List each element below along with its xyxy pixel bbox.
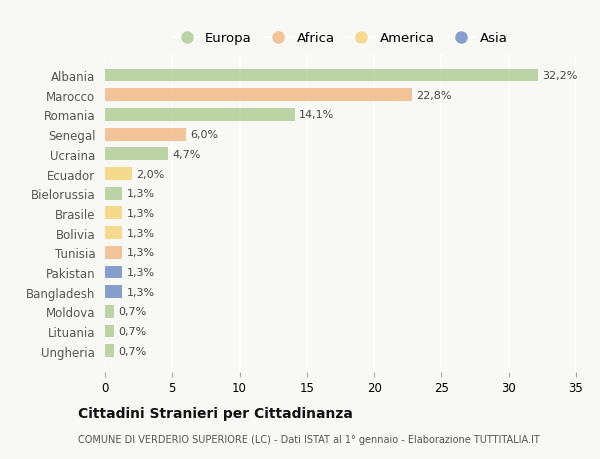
- Text: COMUNE DI VERDERIO SUPERIORE (LC) - Dati ISTAT al 1° gennaio - Elaborazione TUTT: COMUNE DI VERDERIO SUPERIORE (LC) - Dati…: [78, 434, 540, 444]
- Bar: [105, 89, 412, 102]
- Bar: [105, 227, 122, 240]
- Bar: [105, 285, 122, 298]
- Text: 1,3%: 1,3%: [127, 268, 155, 277]
- Bar: [105, 129, 186, 141]
- Text: 1,3%: 1,3%: [127, 228, 155, 238]
- Bar: [105, 305, 115, 318]
- Bar: [105, 266, 122, 279]
- Text: 14,1%: 14,1%: [299, 110, 334, 120]
- Bar: [105, 148, 168, 161]
- Text: 1,3%: 1,3%: [127, 248, 155, 258]
- Text: 1,3%: 1,3%: [127, 287, 155, 297]
- Text: 4,7%: 4,7%: [172, 150, 200, 159]
- Text: 0,7%: 0,7%: [118, 307, 147, 317]
- Text: 1,3%: 1,3%: [127, 189, 155, 199]
- Bar: [105, 246, 122, 259]
- Legend: Europa, Africa, America, Asia: Europa, Africa, America, Asia: [168, 27, 513, 50]
- Text: 0,7%: 0,7%: [118, 346, 147, 356]
- Bar: [105, 168, 132, 180]
- Bar: [105, 207, 122, 220]
- Text: 6,0%: 6,0%: [190, 130, 218, 140]
- Bar: [105, 109, 295, 122]
- Text: 32,2%: 32,2%: [542, 71, 578, 81]
- Bar: [105, 325, 115, 338]
- Bar: [105, 69, 538, 82]
- Text: 1,3%: 1,3%: [127, 208, 155, 218]
- Text: 2,0%: 2,0%: [136, 169, 164, 179]
- Text: 22,8%: 22,8%: [416, 90, 451, 101]
- Text: Cittadini Stranieri per Cittadinanza: Cittadini Stranieri per Cittadinanza: [78, 406, 353, 420]
- Bar: [105, 345, 115, 358]
- Text: 0,7%: 0,7%: [118, 326, 147, 336]
- Bar: [105, 187, 122, 200]
